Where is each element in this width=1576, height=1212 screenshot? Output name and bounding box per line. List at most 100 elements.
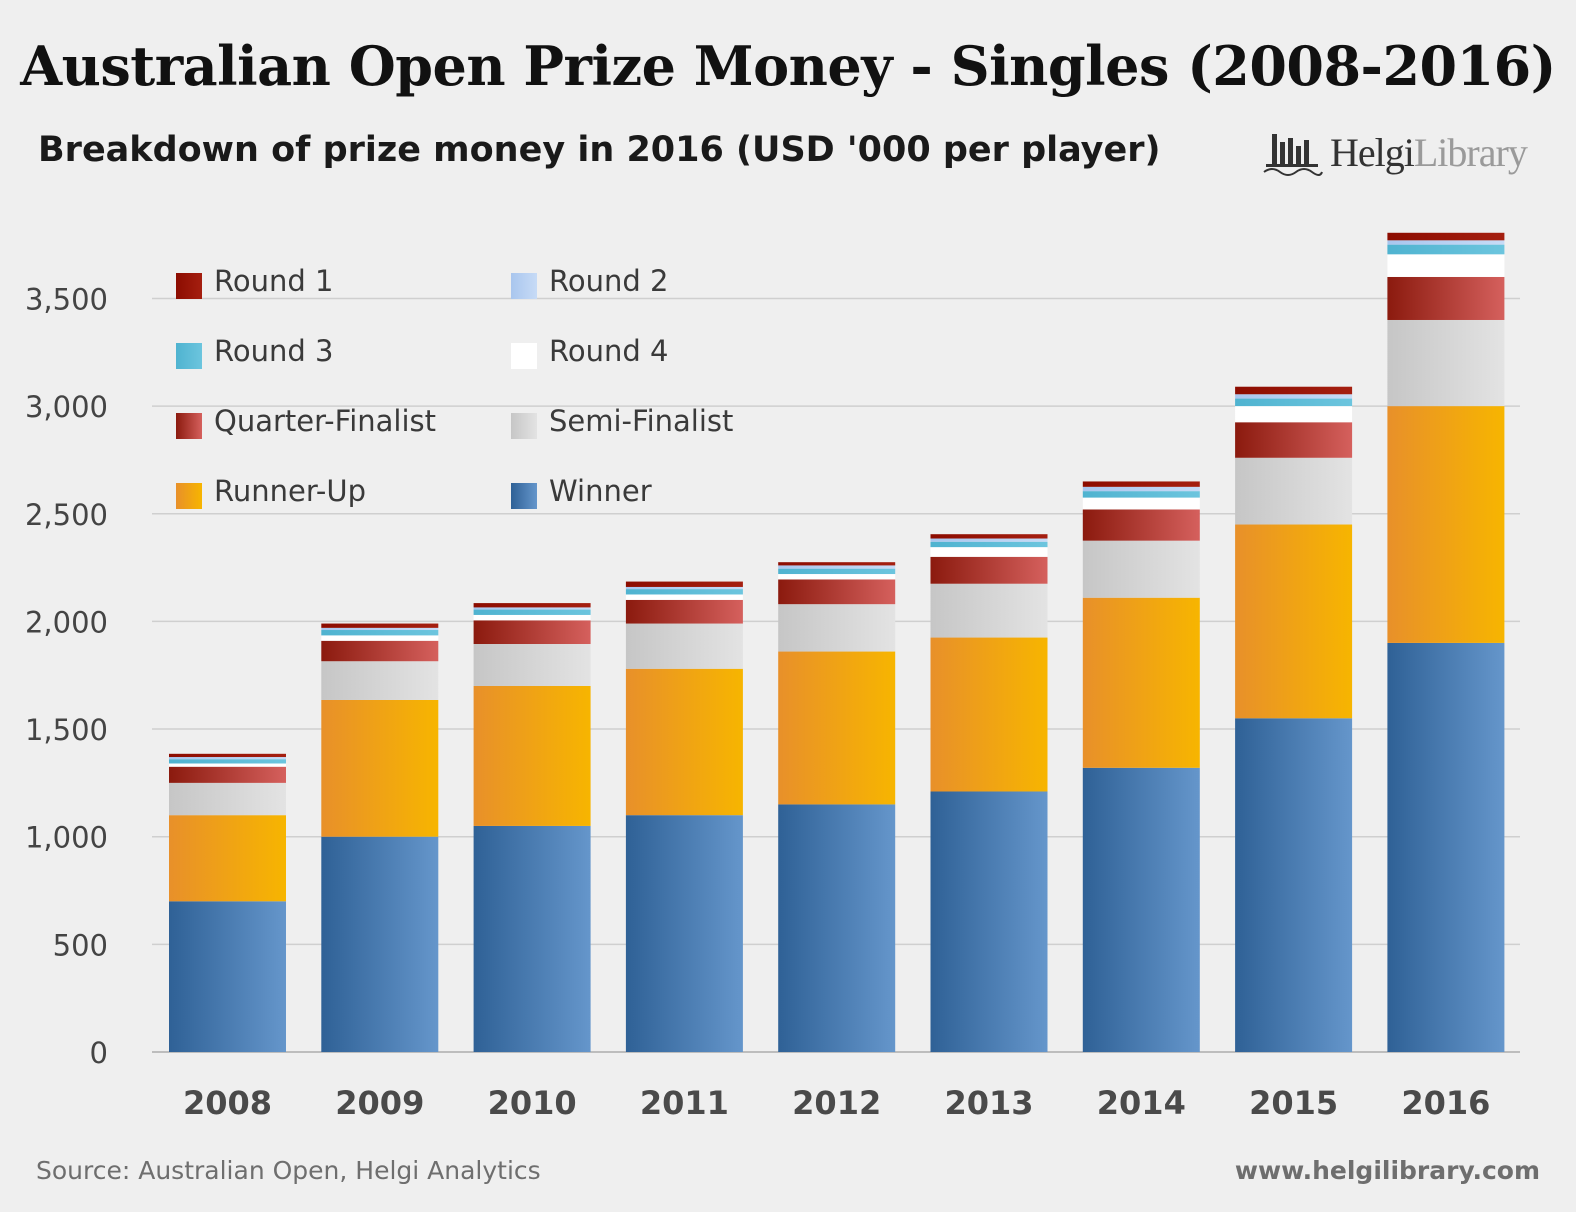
bar-runner-up-2009: [321, 699, 439, 837]
y-tick-label: 3,000: [25, 390, 108, 424]
chart-title: Australian Open Prize Money - Singles (2…: [20, 34, 1556, 98]
bar-runner-up-2014: [1082, 597, 1200, 768]
bar-quarter-finalist-2013: [930, 556, 1048, 584]
bar-round-3-2008: [169, 759, 286, 764]
bar-semi-finalist-2013: [930, 583, 1048, 638]
bar-semi-finalist-2012: [778, 604, 896, 652]
bar-runner-up-2011: [625, 668, 743, 816]
legend-item-round-3: Round 3: [176, 334, 333, 369]
bar-stack-2016: [1387, 232, 1505, 1052]
bar-round-4-2014: [1082, 497, 1200, 510]
brand-name: HelgiLibrary: [1330, 129, 1528, 175]
y-tick-label: 0: [90, 1036, 108, 1070]
bar-stack-2015: [1235, 386, 1353, 1052]
legend-item-semi-finalist: Semi-Finalist: [511, 404, 733, 439]
bar-winner-2009: [321, 836, 439, 1052]
bar-round-4-2008: [169, 763, 286, 767]
bar-round-3-2009: [321, 630, 439, 636]
bar-quarter-finalist-2009: [321, 640, 439, 662]
bar-quarter-finalist-2012: [778, 579, 896, 605]
bar-runner-up-2008: [169, 815, 286, 902]
bar-round-3-2013: [930, 541, 1048, 548]
x-tick-label: 2008: [183, 1084, 272, 1122]
bar-quarter-finalist-2016: [1387, 276, 1505, 320]
bar-chart-building-logo-icon: [1263, 134, 1323, 176]
legend-swatch: [176, 483, 202, 509]
y-tick-label: 3,500: [25, 282, 108, 316]
legend-item-winner: Winner: [511, 474, 652, 509]
bar-stack-2014: [1082, 481, 1200, 1052]
bar-round-3-2014: [1082, 491, 1200, 498]
y-tick-label: 500: [53, 928, 108, 962]
bar-round-2-2016: [1387, 240, 1505, 245]
legend: Round 1 Round 2 Round 3 Round 4 Quarter-Fina…: [176, 264, 733, 509]
bar-runner-up-2016: [1387, 406, 1505, 643]
bar-semi-finalist-2008: [169, 782, 286, 816]
bar-stack-2009: [321, 623, 439, 1052]
legend-label: Round 2: [549, 264, 668, 298]
website-link[interactable]: www.helgilibrary.com: [1234, 1156, 1540, 1185]
bar-winner-2015: [1235, 718, 1353, 1052]
bar-semi-finalist-2015: [1235, 457, 1353, 525]
legend-label: Winner: [549, 474, 652, 508]
bar-stack-2010: [473, 603, 591, 1052]
legend-swatch: [176, 343, 202, 369]
x-tick-label: 2014: [1097, 1084, 1186, 1122]
y-tick-label: 1,500: [25, 713, 108, 747]
bar-round-3-2011: [625, 589, 743, 595]
legend-swatch: [176, 413, 202, 439]
bar-quarter-finalist-2015: [1235, 422, 1353, 458]
legend-label: Round 3: [214, 334, 333, 368]
legend-label: Runner-Up: [214, 474, 366, 508]
bar-round-4-2016: [1387, 254, 1505, 277]
bar-round-4-2010: [473, 614, 591, 621]
bar-round-2-2008: [169, 757, 286, 760]
x-tick-label: 2012: [792, 1084, 881, 1122]
bar-winner-2012: [778, 804, 896, 1052]
x-tick-label: 2013: [944, 1084, 1033, 1122]
legend-swatch: [511, 483, 537, 509]
bar-round-2-2013: [930, 538, 1048, 542]
bar-winner-2010: [473, 825, 591, 1052]
bar-round-1-2015: [1235, 386, 1353, 395]
bars: [169, 232, 1505, 1052]
legend-item-round-1: Round 1: [176, 264, 333, 299]
legend-label: Round 1: [214, 264, 333, 298]
bar-round-1-2014: [1082, 481, 1200, 487]
bar-stack-2012: [778, 562, 896, 1052]
legend-item-quarter-finalist: Quarter-Finalist: [176, 404, 436, 439]
legend-item-runner-up: Runner-Up: [176, 474, 366, 509]
bar-round-4-2015: [1235, 406, 1353, 423]
bar-quarter-finalist-2011: [625, 599, 743, 624]
bar-round-3-2012: [778, 568, 896, 575]
bar-winner-2013: [930, 791, 1048, 1052]
legend-label: Semi-Finalist: [549, 404, 733, 438]
y-axis-ticks: 0 500 1,000 1,500 2,000 2,500 3,000 3,500: [25, 282, 108, 1070]
legend-label: Quarter-Finalist: [214, 404, 436, 438]
bar-runner-up-2010: [473, 685, 591, 826]
bar-round-4-2012: [778, 574, 896, 580]
y-tick-label: 2,500: [25, 498, 108, 532]
bar-round-1-2008: [169, 753, 286, 758]
bar-semi-finalist-2014: [1082, 540, 1200, 598]
legend-swatch: [176, 273, 202, 299]
bar-round-2-2009: [321, 627, 439, 631]
bar-semi-finalist-2010: [473, 644, 591, 686]
bar-semi-finalist-2011: [625, 623, 743, 669]
bar-round-2-2010: [473, 607, 591, 610]
bar-round-4-2009: [321, 635, 439, 641]
bar-winner-2014: [1082, 767, 1200, 1052]
chart-subtitle: Breakdown of prize money in 2016 (USD '0…: [38, 130, 1161, 170]
bar-runner-up-2013: [930, 637, 1048, 792]
y-tick-label: 1,000: [25, 821, 108, 855]
bar-round-1-2016: [1387, 232, 1505, 241]
bar-runner-up-2015: [1235, 524, 1353, 719]
bar-round-3-2016: [1387, 244, 1505, 255]
bar-semi-finalist-2016: [1387, 319, 1505, 407]
x-tick-label: 2010: [488, 1084, 577, 1122]
bar-winner-2008: [169, 901, 286, 1052]
bar-stack-2011: [625, 581, 743, 1052]
legend-swatch: [511, 273, 537, 299]
bar-round-1-2010: [473, 603, 591, 608]
